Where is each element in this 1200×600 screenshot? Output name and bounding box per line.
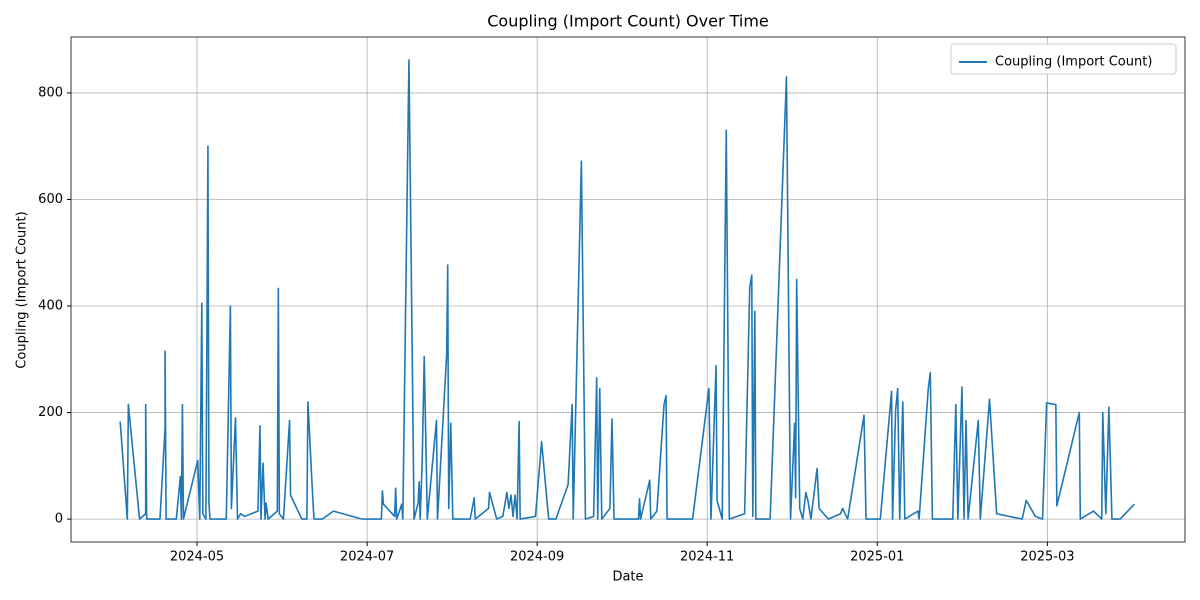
x-tick-label: 2025-03 [1020, 550, 1074, 565]
chart-title: Coupling (Import Count) Over Time [487, 12, 769, 31]
x-tick-label: 2025-01 [850, 550, 904, 565]
x-tick-label: 2024-11 [680, 550, 734, 565]
legend-label: Coupling (Import Count) [995, 55, 1152, 70]
y-tick-label: 200 [38, 405, 63, 420]
y-tick-label: 800 [38, 85, 63, 100]
x-axis-label: Date [612, 570, 643, 585]
x-tick-label: 2024-09 [510, 550, 564, 565]
x-tick-label: 2024-05 [170, 550, 224, 565]
y-tick-label: 600 [38, 192, 63, 207]
x-tick-label: 2024-07 [340, 550, 394, 565]
data-line [119, 59, 1135, 520]
y-tick-label: 400 [38, 299, 63, 314]
legend-box [950, 43, 1177, 75]
y-axis-label: Coupling (Import Count) [15, 211, 30, 368]
y-tick-label: 0 [55, 512, 63, 527]
plot-frame [70, 36, 1186, 543]
